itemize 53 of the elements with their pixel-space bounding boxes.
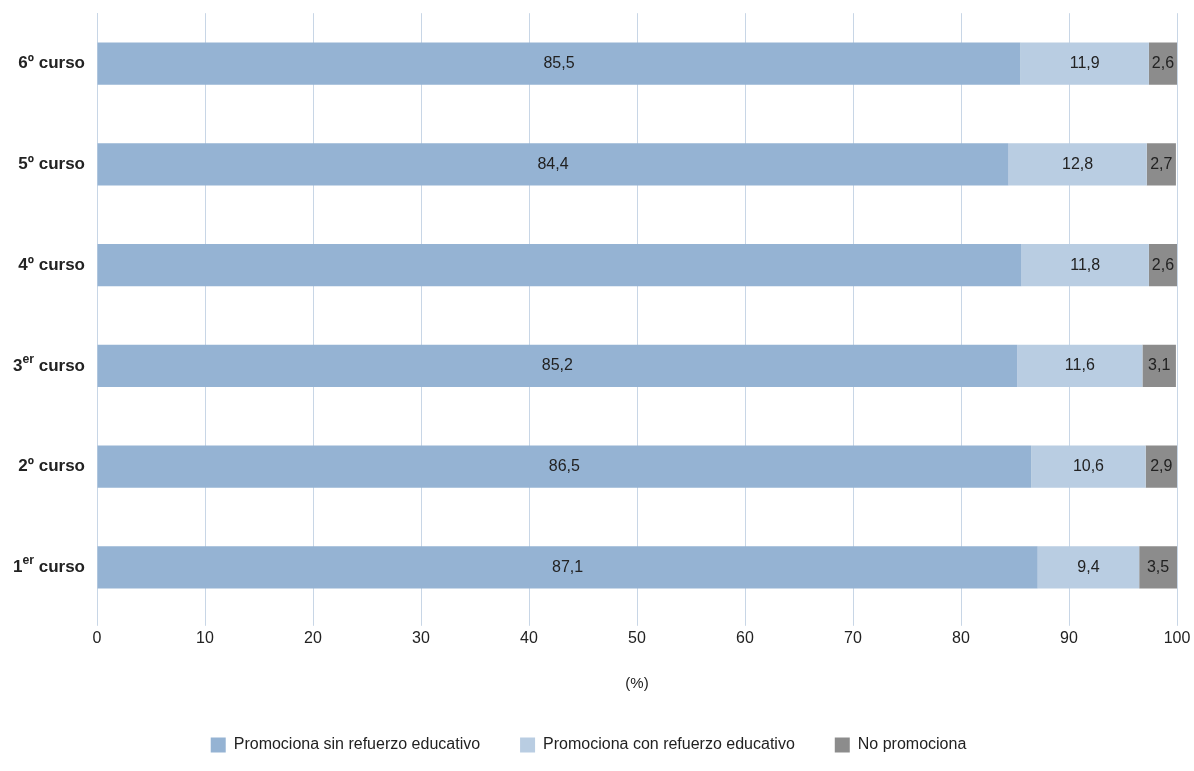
data-label: 2,6 — [1151, 255, 1175, 273]
bar — [97, 143, 1009, 186]
bar — [1021, 243, 1149, 287]
data-label: 86,5 — [548, 457, 581, 475]
bar — [1008, 143, 1147, 186]
bar — [1148, 42, 1177, 85]
x-tick-label: 70 — [844, 628, 862, 646]
bar — [1142, 344, 1176, 388]
data-label: 3,1 — [1148, 356, 1171, 374]
x-tick-label: 0 — [92, 628, 102, 646]
data-label: 84,4 — [537, 154, 569, 172]
bar — [1031, 445, 1146, 488]
legend-label: Promociona con refuerzo educativo — [543, 735, 795, 753]
bar — [1146, 143, 1176, 186]
bar — [1145, 445, 1177, 488]
y-tick-label: 5º curso — [18, 154, 86, 174]
bar — [1037, 546, 1140, 589]
y-tick-label: 4º curso — [18, 254, 86, 274]
x-tick-label: 10 — [196, 628, 214, 646]
bar — [1020, 42, 1149, 85]
data-label: 11,8 — [1070, 255, 1101, 273]
x-tick-label: 60 — [736, 628, 754, 646]
data-label: 12,8 — [1062, 154, 1094, 172]
bar — [1139, 546, 1177, 589]
bar — [1017, 344, 1143, 388]
x-tick-label: 50 — [628, 628, 646, 646]
data-label: 2,9 — [1150, 457, 1173, 475]
x-axis-title: (%) — [625, 674, 649, 692]
data-label: 85,5 — [543, 53, 575, 71]
data-label: 11,6 — [1064, 356, 1095, 374]
data-label: 2,6 — [1151, 53, 1175, 71]
y-tick-label: 2º curso — [18, 456, 86, 476]
data-label: 2,7 — [1150, 154, 1173, 172]
bar — [97, 546, 1038, 589]
data-label: 87,1 — [552, 557, 584, 575]
bar — [97, 445, 1032, 488]
data-label: 9,4 — [1077, 557, 1100, 575]
x-tick-label: 100 — [1163, 628, 1191, 646]
data-label: 85,2 — [541, 356, 573, 374]
data-label: 11,9 — [1069, 53, 1100, 71]
bar — [97, 344, 1018, 388]
data-label: 3,5 — [1146, 557, 1170, 575]
data-label: 10,6 — [1072, 457, 1105, 475]
legend-label: No promociona — [857, 735, 967, 753]
bar — [97, 243, 1022, 287]
y-tick-label: 6º curso — [18, 53, 86, 73]
bar — [97, 42, 1021, 85]
legend-label: Promociona sin refuerzo educativo — [233, 735, 481, 753]
x-tick-label: 80 — [952, 628, 970, 646]
x-tick-label: 20 — [304, 628, 322, 646]
x-tick-label: 90 — [1060, 628, 1078, 646]
x-tick-label: 40 — [520, 628, 538, 646]
x-tick-label: 30 — [412, 628, 430, 646]
